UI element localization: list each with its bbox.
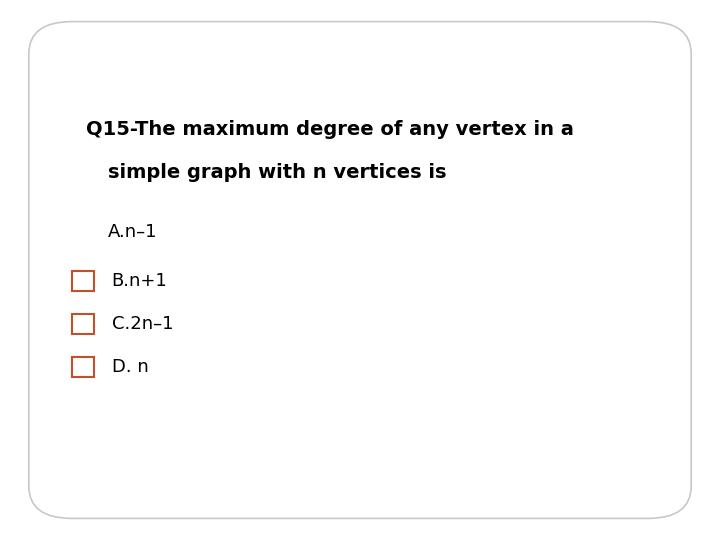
FancyBboxPatch shape — [29, 22, 691, 518]
Bar — [72, 271, 94, 291]
Text: A.n–1: A.n–1 — [108, 223, 158, 241]
Bar — [72, 357, 94, 377]
Text: C.2n–1: C.2n–1 — [112, 315, 173, 333]
Text: Q15-The maximum degree of any vertex in a: Q15-The maximum degree of any vertex in … — [86, 120, 575, 139]
Text: B.n+1: B.n+1 — [112, 272, 167, 290]
Text: simple graph with n vertices is: simple graph with n vertices is — [108, 163, 446, 183]
Bar — [72, 314, 94, 334]
Text: D. n: D. n — [112, 358, 148, 376]
